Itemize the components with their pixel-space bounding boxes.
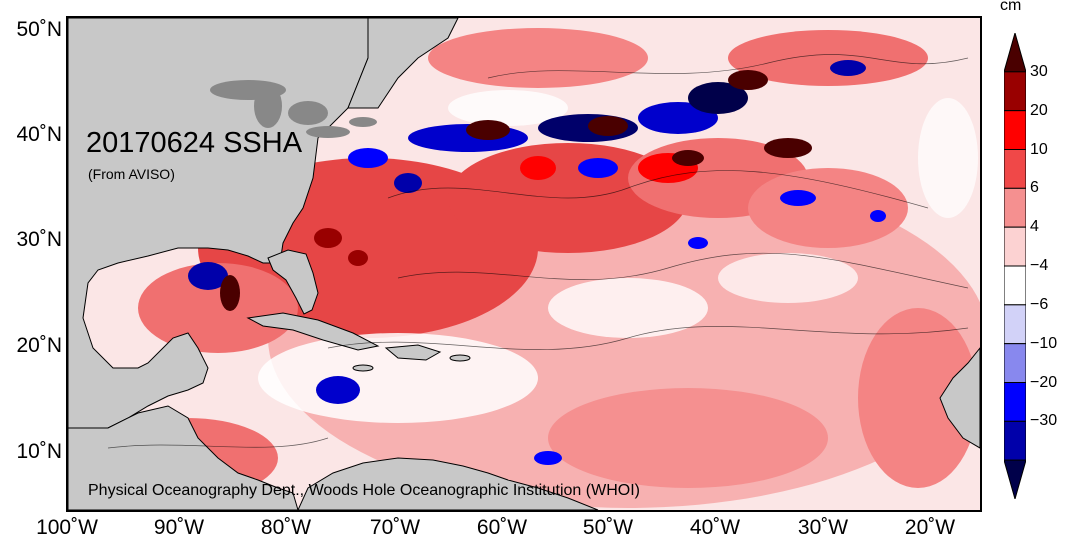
florida-land [267,249,319,315]
colorbar-segment [1004,304,1026,345]
colorbar-tick-label: −4 [1030,257,1049,274]
colorbar-tick-label: 10 [1030,140,1048,158]
colorbar [1004,33,1026,499]
colorbar-segment [1004,33,1026,73]
map-title: 20170624 SSHA [86,127,303,159]
map-credit: Physical Oceanography Dept., Woods Hole … [88,482,640,499]
lon-label-40w: 40˚W [689,516,741,539]
africa-land [939,347,980,449]
colorbar-segment [1004,420,1026,461]
lon-label-70w: 70˚W [369,516,421,539]
cuba-land [246,312,380,351]
hispaniola-land [384,344,442,361]
colorbar-tick-label: 4 [1030,218,1039,236]
jamaica-land [352,364,374,372]
lon-label-60w: 60˚W [476,516,528,539]
central-america-land [68,405,299,510]
lon-label-30w: 30˚W [797,516,849,539]
lon-label-100w: 100˚W [36,516,98,539]
puerto-rico-land [449,354,471,362]
lon-label-90w: 90˚W [153,516,205,539]
colorbar-segment [1004,226,1026,267]
colorbar-segment [1004,343,1026,383]
ssha-map [66,16,982,512]
colorbar-tick-label: −20 [1030,373,1058,391]
gulf-stream-eddies [348,60,866,206]
neutral-anomaly-patches [258,90,978,423]
map-subtitle: (From AVISO) [88,166,175,182]
colorbar-tick-label: 6 [1030,179,1039,197]
colorbar-tick-label: −30 [1030,412,1058,430]
lon-label-20w: 20˚W [904,516,956,539]
contour-lines [107,54,969,449]
colorbar-segment [1004,187,1026,228]
ssha-map-svg [68,18,980,510]
colorbar-segment [1004,149,1026,189]
maritime-canada-land [347,18,459,109]
colorbar-segment [1004,110,1026,150]
colorbar-segment [1004,459,1026,499]
lon-label-50w: 50˚W [582,516,634,539]
colorbar-segment [1004,382,1026,422]
south-america-land [297,457,599,510]
lat-label-50n: 50˚N [16,18,62,41]
lat-label-10n: 10˚N [16,440,62,463]
great-lakes [210,80,377,138]
lat-label-20n: 20˚N [16,334,62,357]
lat-label-40n: 40˚N [16,123,62,146]
colorbar-tick-label: −10 [1030,334,1058,352]
lat-label-30n: 30˚N [16,228,62,251]
colorbar-segment [1004,265,1026,306]
colorbar-tick-label: 30 [1030,62,1048,80]
colorbar-tick-label: 20 [1030,101,1048,119]
colorbar-segment [1004,71,1026,112]
small-eddies [79,210,886,465]
colorbar-tick-label: −6 [1030,295,1049,313]
colorbar-unit: cm [1000,0,1022,14]
lon-label-80w: 80˚W [260,516,312,539]
